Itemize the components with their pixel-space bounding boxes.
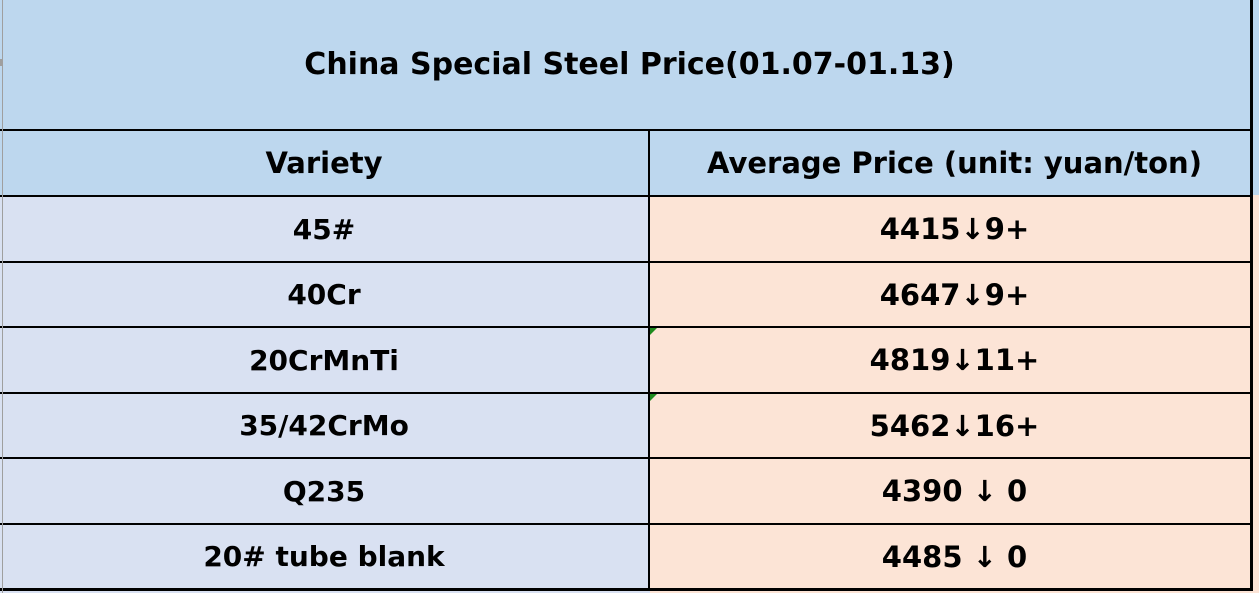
column-divider <box>648 263 650 326</box>
variety-cell: 35/42CrMo <box>0 394 648 457</box>
variety-cell: 45# <box>0 197 648 261</box>
table-row: 20# tube blank 4485 ↓ 0 <box>0 525 1259 588</box>
gridline-tick <box>0 59 3 66</box>
price-cell: 5462↓16+ <box>650 394 1259 457</box>
price-cell: 4647↓9+ <box>650 263 1259 326</box>
border-spill <box>1253 457 1259 459</box>
horizontal-border <box>0 129 1259 131</box>
price-cell: 4415↓9+ <box>650 197 1259 261</box>
column-divider <box>648 197 650 261</box>
table-title-row: China Special Steel Price(01.07-01.13) <box>0 0 1259 129</box>
column-divider <box>648 131 650 195</box>
column-divider <box>648 394 650 457</box>
price-text: 5462↓16+ <box>869 408 1040 443</box>
border-spill <box>1253 392 1259 394</box>
price-cell: 4819↓11+ <box>650 328 1259 392</box>
border-line <box>0 523 1253 525</box>
border-spill <box>1253 195 1259 197</box>
table-row: 20CrMnTi 4819↓11+ <box>0 328 1259 392</box>
bottom-strip-left <box>0 591 650 593</box>
table-header-row: Variety Average Price (unit: yuan/ton) <box>0 131 1259 195</box>
price-cell: 4485 ↓ 0 <box>650 525 1259 588</box>
header-cell-variety: Variety <box>0 131 648 195</box>
border-line <box>0 588 1253 591</box>
table-row: 40Cr 4647↓9+ <box>0 263 1259 326</box>
header-cell-average-price: Average Price (unit: yuan/ton) <box>650 131 1259 195</box>
table-row: 45# 4415↓9+ <box>0 197 1259 261</box>
border-spill <box>1253 326 1259 328</box>
table-row: Q235 4390 ↓ 0 <box>0 459 1259 523</box>
border-spill <box>1253 261 1259 263</box>
horizontal-border <box>0 326 1259 328</box>
border-line <box>0 129 1253 131</box>
table-bottom-border <box>0 588 1259 591</box>
horizontal-border <box>0 392 1259 394</box>
border-spill <box>1253 129 1259 131</box>
border-line <box>0 326 1253 328</box>
variety-cell: 20# tube blank <box>0 525 648 588</box>
horizontal-border <box>0 457 1259 459</box>
bottom-background-strip <box>0 591 1259 593</box>
error-indicator-icon <box>650 328 657 335</box>
bottom-strip-right <box>650 591 1259 593</box>
border-line <box>0 392 1253 394</box>
border-line <box>0 261 1253 263</box>
border-spill <box>1253 588 1259 591</box>
column-divider <box>648 459 650 523</box>
price-text: 4819↓11+ <box>869 343 1040 377</box>
variety-cell: 40Cr <box>0 263 648 326</box>
border-line <box>0 457 1253 459</box>
variety-cell: Q235 <box>0 459 648 523</box>
table-row: 35/42CrMo 5462↓16+ <box>0 394 1259 457</box>
table-title: China Special Steel Price(01.07-01.13) <box>304 47 955 82</box>
border-line <box>0 195 1253 197</box>
border-spill <box>1253 523 1259 525</box>
variety-cell: 20CrMnTi <box>0 328 648 392</box>
horizontal-border <box>0 523 1259 525</box>
column-divider <box>648 328 650 392</box>
table-right-border <box>1250 0 1253 591</box>
price-cell: 4390 ↓ 0 <box>650 459 1259 523</box>
column-divider <box>648 525 650 588</box>
horizontal-border <box>0 261 1259 263</box>
error-indicator-icon <box>650 394 657 401</box>
left-gridline <box>2 0 3 593</box>
horizontal-border <box>0 195 1259 197</box>
